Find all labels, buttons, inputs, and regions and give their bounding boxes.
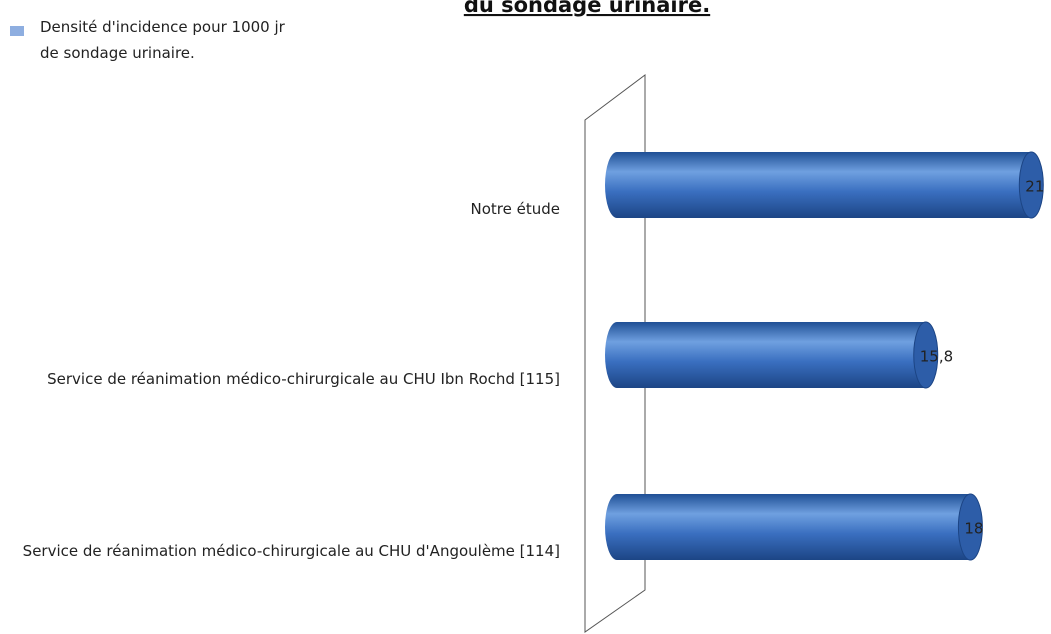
category-label: Service de réanimation médico-chirurgica… [22, 542, 560, 560]
bar-cap [913, 321, 939, 389]
chart-title: du sondage urinaire. [464, 0, 710, 17]
bar [605, 152, 1044, 218]
bar [605, 322, 938, 388]
back-wall [584, 74, 646, 633]
bar-cap [957, 493, 983, 561]
value-label: 21 [1025, 178, 1044, 196]
bar [605, 494, 983, 560]
category-label: Notre étude [470, 200, 560, 218]
bar-cap [1018, 151, 1044, 219]
category-label: Service de réanimation médico-chirurgica… [47, 370, 560, 388]
value-label: 18 [964, 520, 983, 538]
legend-label: Densité d'incidence pour 1000 jr de sond… [40, 18, 285, 62]
legend-swatch [10, 26, 24, 36]
value-label: 15,8 [920, 348, 953, 366]
